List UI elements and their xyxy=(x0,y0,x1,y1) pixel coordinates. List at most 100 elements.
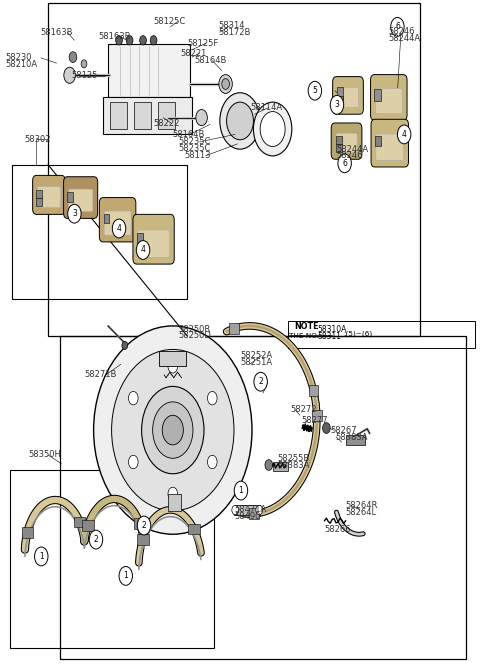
Circle shape xyxy=(196,110,207,126)
Bar xyxy=(134,518,145,529)
FancyBboxPatch shape xyxy=(37,187,60,208)
Text: 1: 1 xyxy=(239,486,243,495)
Bar xyxy=(137,534,149,545)
Text: 58172B: 58172B xyxy=(218,28,251,37)
Circle shape xyxy=(81,60,87,68)
FancyBboxPatch shape xyxy=(337,87,359,108)
Text: 58255B: 58255B xyxy=(277,454,310,463)
Circle shape xyxy=(338,154,351,173)
Bar xyxy=(346,435,365,445)
Text: 58264L: 58264L xyxy=(346,508,377,517)
Bar xyxy=(312,410,322,421)
Bar xyxy=(336,136,342,144)
Text: 1: 1 xyxy=(123,571,128,581)
Text: 58163B: 58163B xyxy=(98,32,131,41)
Circle shape xyxy=(220,93,260,149)
FancyBboxPatch shape xyxy=(336,133,357,153)
Text: 58221: 58221 xyxy=(180,48,206,58)
Bar xyxy=(22,527,33,538)
Circle shape xyxy=(137,516,151,535)
Bar xyxy=(337,96,343,106)
FancyBboxPatch shape xyxy=(69,189,93,212)
FancyBboxPatch shape xyxy=(375,89,402,114)
Text: 58222: 58222 xyxy=(154,119,180,128)
Bar xyxy=(229,323,239,334)
Text: 4: 4 xyxy=(117,224,121,233)
Text: 58350H: 58350H xyxy=(29,450,61,460)
Circle shape xyxy=(129,391,138,405)
Text: 58250D: 58250D xyxy=(179,331,211,341)
Bar xyxy=(74,517,85,528)
Text: 3: 3 xyxy=(335,100,339,110)
FancyBboxPatch shape xyxy=(371,75,407,120)
Text: 58244A: 58244A xyxy=(389,34,421,43)
Text: 2: 2 xyxy=(258,377,263,386)
Bar xyxy=(159,351,186,366)
Text: 58310A: 58310A xyxy=(318,325,347,335)
Circle shape xyxy=(168,360,178,373)
Circle shape xyxy=(126,36,133,45)
FancyBboxPatch shape xyxy=(371,120,408,167)
FancyBboxPatch shape xyxy=(133,214,174,264)
Text: 58164B: 58164B xyxy=(194,56,227,65)
Bar xyxy=(336,144,342,152)
Bar xyxy=(273,462,288,471)
Text: 3: 3 xyxy=(72,209,77,218)
Text: 58246: 58246 xyxy=(389,27,415,36)
Circle shape xyxy=(162,415,183,445)
Circle shape xyxy=(69,52,77,62)
Circle shape xyxy=(112,219,126,238)
Circle shape xyxy=(232,505,239,515)
Bar xyxy=(10,470,214,648)
Circle shape xyxy=(219,75,232,93)
Circle shape xyxy=(168,487,178,501)
Circle shape xyxy=(129,456,138,469)
Text: 58383A: 58383A xyxy=(335,433,368,442)
Circle shape xyxy=(397,125,411,144)
Bar xyxy=(234,505,260,515)
Text: 58490: 58490 xyxy=(234,511,261,521)
Text: 2: 2 xyxy=(94,535,98,544)
Text: 58383A: 58383A xyxy=(277,461,310,470)
Bar xyxy=(83,520,94,531)
Text: 6: 6 xyxy=(342,159,347,168)
Circle shape xyxy=(142,386,204,474)
Circle shape xyxy=(207,391,217,405)
Text: THE NO.: THE NO. xyxy=(289,333,319,339)
Text: 58164B: 58164B xyxy=(173,130,205,139)
Circle shape xyxy=(265,460,273,470)
Text: 58252A: 58252A xyxy=(240,351,272,360)
Text: 58250R: 58250R xyxy=(179,325,211,334)
Circle shape xyxy=(253,102,292,156)
Text: 58244A: 58244A xyxy=(336,144,368,154)
Text: 58246: 58246 xyxy=(336,151,362,161)
Circle shape xyxy=(153,402,193,458)
FancyBboxPatch shape xyxy=(104,211,131,235)
Text: 58272: 58272 xyxy=(290,405,317,415)
Text: 4: 4 xyxy=(402,130,407,139)
Bar xyxy=(12,165,187,299)
Text: 58271B: 58271B xyxy=(84,370,116,379)
Ellipse shape xyxy=(94,326,252,534)
Bar xyxy=(309,385,318,396)
Circle shape xyxy=(227,102,253,140)
Bar xyxy=(103,97,192,134)
Bar xyxy=(134,102,151,129)
Text: 1: 1 xyxy=(39,552,44,561)
Bar xyxy=(108,44,190,97)
Text: 58125C: 58125C xyxy=(154,17,186,26)
Text: 58266: 58266 xyxy=(324,525,351,534)
Circle shape xyxy=(150,36,157,45)
FancyBboxPatch shape xyxy=(376,134,404,160)
Circle shape xyxy=(260,112,285,146)
Bar xyxy=(337,87,343,99)
Circle shape xyxy=(136,241,150,259)
Bar xyxy=(158,102,175,129)
Text: 58163B: 58163B xyxy=(41,28,73,37)
Text: 58264R: 58264R xyxy=(346,501,378,510)
Bar xyxy=(250,509,259,519)
Text: 58113: 58113 xyxy=(185,151,211,161)
Text: 4: 4 xyxy=(141,245,145,255)
Circle shape xyxy=(222,79,229,89)
Ellipse shape xyxy=(111,349,234,511)
